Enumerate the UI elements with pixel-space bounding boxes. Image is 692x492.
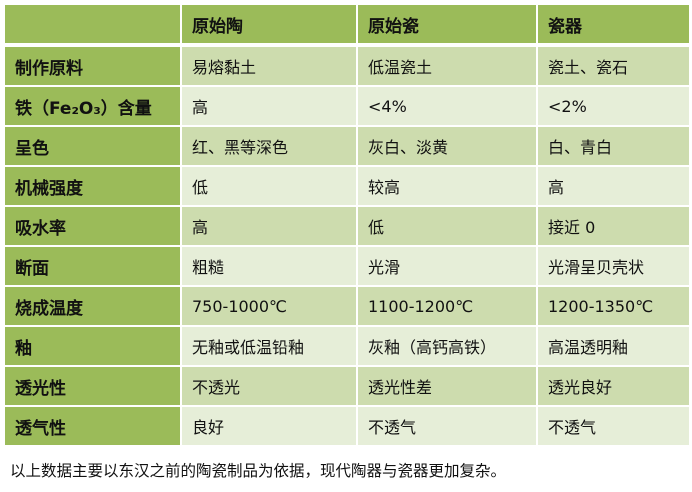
table-cell: 1100-1200℃ [358, 287, 536, 325]
table-cell: <4% [358, 87, 536, 125]
table-cell: 不透气 [538, 407, 689, 445]
table-cell: 易熔黏土 [182, 47, 356, 85]
table-row: 透光性 不透光 透光性差 透光良好 [5, 367, 689, 405]
table-cell: 高温透明釉 [538, 327, 689, 365]
table-cell: 灰白、淡黄 [358, 127, 536, 165]
table-row: 铁（Fe₂O₃）含量高 <4% <2% [5, 87, 689, 125]
table-cell: 透光性差 [358, 367, 536, 405]
header-row: 原始陶 原始瓷 瓷器 [5, 5, 689, 45]
row-label: 釉 [5, 327, 180, 365]
table-row: 烧成温度 750-1000℃ 1100-1200℃ 1200-1350℃ [5, 287, 689, 325]
table-cell: 高 [538, 167, 689, 205]
table-cell: 光滑呈贝壳状 [538, 247, 689, 285]
table-row: 呈色 红、黑等深色 灰白、淡黄 白、青白 [5, 127, 689, 165]
table-cell: 高 [182, 207, 356, 245]
table-cell: 光滑 [358, 247, 536, 285]
table-cell: 不透光 [182, 367, 356, 405]
table-cell: 灰釉（高钙高铁） [358, 327, 536, 365]
table-row: 釉无釉或低温铅釉 灰釉（高钙高铁） 高温透明釉 [5, 327, 689, 365]
table-row: 断面 粗糙 光滑 光滑呈贝壳状 [5, 247, 689, 285]
table-cell: 接近 0 [538, 207, 689, 245]
table-cell: 良好 [182, 407, 356, 445]
table-cell: 不透气 [358, 407, 536, 445]
table-row: 机械强度低较高高 [5, 167, 689, 205]
table-row: 吸水率高低接近 0 [5, 207, 689, 245]
row-label: 制作原料 [5, 47, 180, 85]
table-row: 制作原料 易熔黏土 低温瓷土 瓷土、瓷石 [5, 47, 689, 85]
table-cell: 750-1000℃ [182, 287, 356, 325]
header-proto-porcelain: 原始瓷 [358, 5, 536, 45]
table-cell: 1200-1350℃ [538, 287, 689, 325]
row-label: 断面 [5, 247, 180, 285]
row-label: 吸水率 [5, 207, 180, 245]
table-cell: 低温瓷土 [358, 47, 536, 85]
row-label: 呈色 [5, 127, 180, 165]
row-label: 铁（Fe₂O₃）含量 [5, 87, 180, 125]
table-row: 透气性 良好 不透气 不透气 [5, 407, 689, 445]
table-cell: 瓷土、瓷石 [538, 47, 689, 85]
table-cell: 白、青白 [538, 127, 689, 165]
header-porcelain: 瓷器 [538, 5, 689, 45]
caption: 以上数据主要以东汉之前的陶瓷制品为依据，现代陶器与瓷器更加复杂。 [10, 462, 507, 480]
header-primitive-pottery: 原始陶 [182, 5, 356, 45]
row-label: 透光性 [5, 367, 180, 405]
table-cell: 红、黑等深色 [182, 127, 356, 165]
table-cell: 较高 [358, 167, 536, 205]
table-cell: 低 [358, 207, 536, 245]
table-cell: <2% [538, 87, 689, 125]
table-cell: 粗糙 [182, 247, 356, 285]
table-cell: 透光良好 [538, 367, 689, 405]
row-label: 机械强度 [5, 167, 180, 205]
row-label: 烧成温度 [5, 287, 180, 325]
table-cell: 高 [182, 87, 356, 125]
comparison-table: 原始陶 原始瓷 瓷器 制作原料 易熔黏土 低温瓷土 瓷土、瓷石 铁（Fe₂O₃）含量高 <… [3, 3, 691, 447]
table-cell: 无釉或低温铅釉 [182, 327, 356, 365]
header-corner [5, 5, 180, 45]
table-cell: 低 [182, 167, 356, 205]
row-label: 透气性 [5, 407, 180, 445]
